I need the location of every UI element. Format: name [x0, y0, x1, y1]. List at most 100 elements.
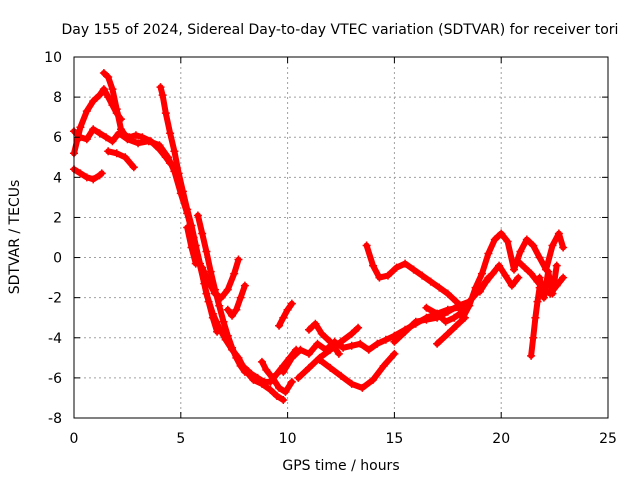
- plot-frame: [73, 56, 609, 419]
- x-tick-label: 25: [599, 431, 617, 447]
- data-series: [193, 211, 249, 376]
- data-point: [454, 301, 463, 310]
- data-point: [379, 361, 388, 370]
- data-point: [279, 367, 288, 376]
- data-point: [281, 387, 290, 396]
- data-point: [401, 327, 410, 336]
- data-point: [488, 269, 497, 278]
- data-point: [443, 307, 452, 316]
- data-point: [450, 313, 459, 322]
- x-tick-label: 10: [279, 431, 297, 447]
- data-point: [166, 159, 175, 168]
- data-point: [217, 293, 226, 302]
- data-point: [131, 131, 140, 140]
- data-point: [102, 133, 111, 142]
- data-point: [422, 315, 431, 324]
- data-point: [294, 373, 303, 382]
- data-point: [347, 329, 356, 338]
- data-point: [230, 269, 239, 278]
- y-tick-label: 10: [44, 50, 62, 66]
- data-series: [275, 299, 296, 330]
- data-point: [178, 187, 187, 196]
- data-point: [514, 273, 523, 282]
- y-tick-label: 8: [53, 90, 62, 106]
- data-point: [232, 305, 241, 314]
- data-point: [313, 339, 322, 348]
- x-tick-label: 0: [70, 431, 79, 447]
- data-point: [204, 297, 213, 306]
- data-point: [155, 145, 164, 154]
- data-point: [514, 257, 523, 266]
- data-point: [527, 351, 536, 360]
- data-point: [156, 83, 165, 92]
- data-point: [213, 327, 222, 336]
- data-point: [477, 269, 486, 278]
- y-tick-label: -2: [48, 291, 62, 307]
- data-point: [89, 97, 98, 106]
- data-point: [223, 285, 232, 294]
- x-tick-label: 15: [385, 431, 403, 447]
- data-point: [121, 153, 130, 162]
- data-point: [527, 269, 536, 278]
- data-point: [228, 343, 237, 352]
- data-point: [183, 205, 192, 214]
- data-point: [198, 229, 207, 238]
- data-point: [104, 73, 113, 82]
- data-point: [358, 383, 367, 392]
- data-point: [326, 363, 335, 372]
- data-series: [183, 223, 200, 268]
- data-series: [99, 69, 175, 168]
- data-point: [121, 131, 130, 140]
- series-trace: [105, 148, 137, 171]
- data-point: [529, 241, 538, 250]
- data-point: [234, 255, 243, 264]
- data-point: [452, 321, 461, 330]
- data-point: [161, 153, 170, 162]
- data-point: [501, 271, 510, 280]
- data-point: [108, 85, 117, 94]
- data-point: [426, 277, 435, 286]
- data-series: [198, 255, 243, 302]
- data-point: [510, 265, 519, 274]
- data-point: [82, 135, 91, 144]
- data-series: [156, 83, 222, 336]
- series-trace: [276, 300, 295, 329]
- x-axis-label: GPS time / hours: [282, 458, 399, 474]
- data-point: [443, 329, 452, 338]
- data-point: [535, 253, 544, 262]
- data-point: [311, 319, 320, 328]
- series-trace: [434, 314, 468, 347]
- data-point: [369, 375, 378, 384]
- data-point: [97, 169, 106, 178]
- data-point: [533, 297, 542, 306]
- data-point: [337, 371, 345, 380]
- data-point: [339, 343, 348, 352]
- data-point: [409, 265, 418, 274]
- data-point: [287, 377, 296, 386]
- data-point: [347, 379, 356, 388]
- data-point: [89, 175, 98, 184]
- data-point: [418, 271, 427, 280]
- data-point: [559, 273, 568, 282]
- data-point: [544, 267, 553, 276]
- data-point: [554, 229, 563, 238]
- data-point: [390, 337, 399, 346]
- data-point: [99, 85, 108, 94]
- data-point: [204, 277, 213, 286]
- series-trace: [316, 350, 398, 391]
- data-point: [253, 373, 262, 382]
- data-point: [112, 105, 121, 114]
- data-point: [89, 125, 98, 134]
- data-point: [268, 373, 277, 382]
- data-point: [383, 271, 392, 280]
- y-tick-label: -4: [48, 331, 62, 347]
- data-point: [337, 337, 345, 346]
- data-point: [390, 349, 399, 358]
- y-tick-label: 4: [53, 170, 62, 186]
- data-point: [495, 261, 504, 270]
- data-series: [362, 241, 469, 314]
- data-point: [82, 107, 91, 116]
- data-series: [458, 229, 568, 322]
- data-point: [240, 363, 249, 372]
- data-point: [354, 323, 363, 332]
